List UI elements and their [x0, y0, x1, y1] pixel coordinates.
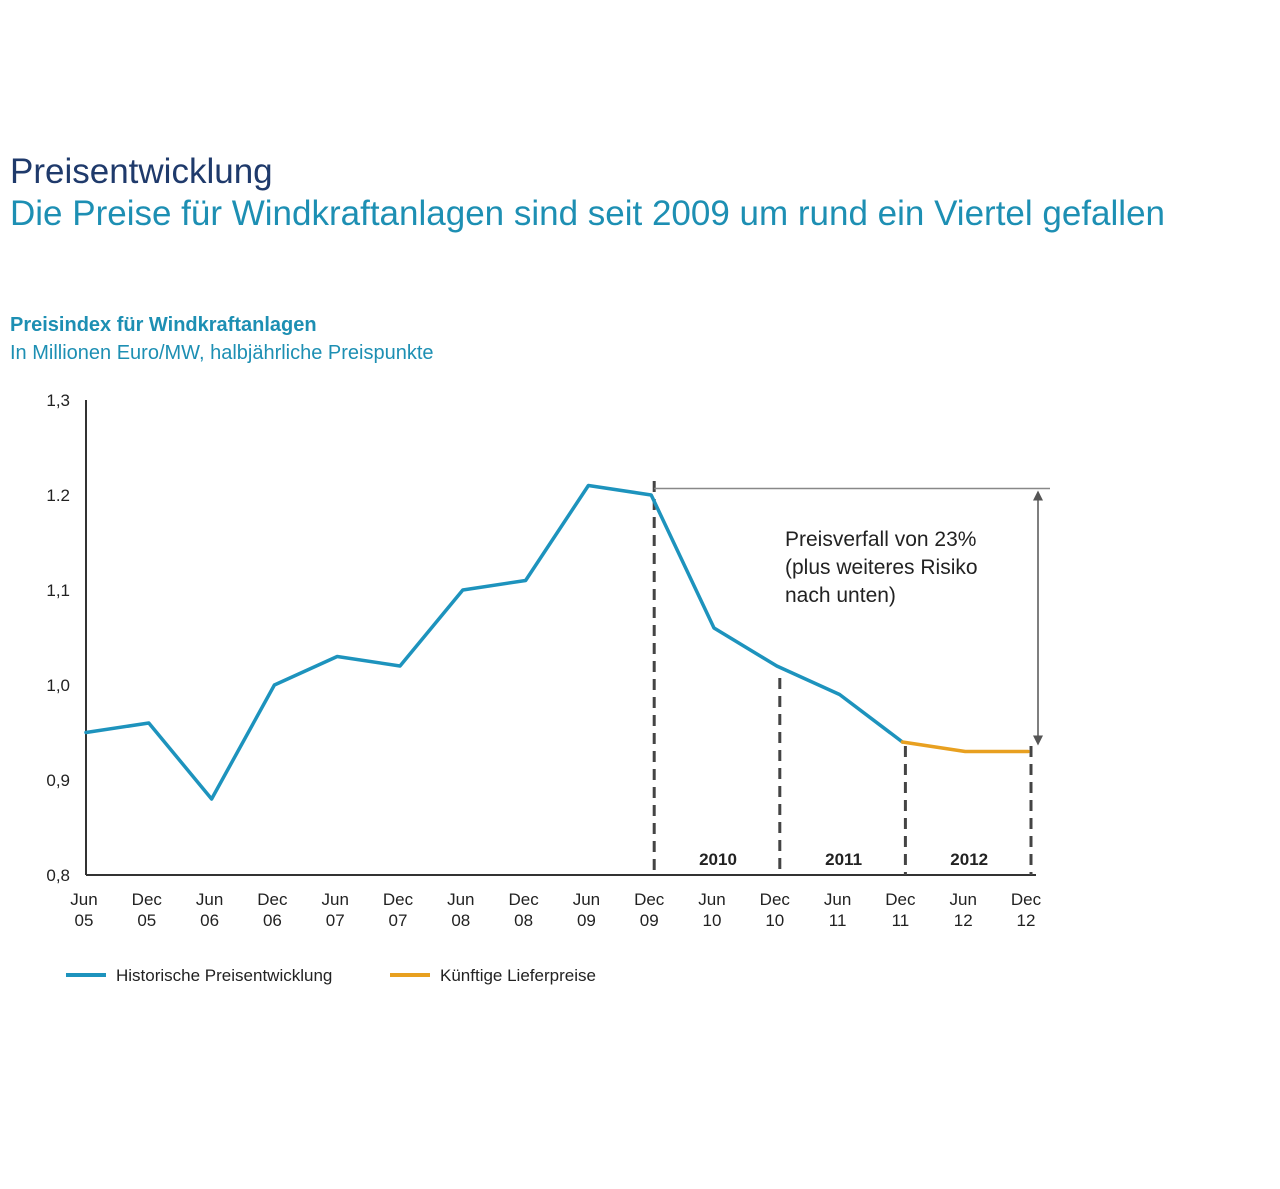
legend-label: Historische Preisentwicklung [116, 966, 332, 985]
x-tick-label: Dec [760, 890, 791, 909]
x-tick-label: 07 [326, 911, 345, 930]
legend-label: Künftige Lieferpreise [440, 966, 596, 985]
x-tick-label: 12 [1017, 911, 1036, 930]
y-tick-label: 1.2 [46, 486, 70, 505]
x-tick-label: Dec [257, 890, 288, 909]
x-tick-label: Dec [634, 890, 665, 909]
x-tick-label: 10 [703, 911, 722, 930]
chart-subtitle: In Millionen Euro/MW, halbjährliche Prei… [10, 342, 434, 364]
x-tick-label: Dec [1011, 890, 1042, 909]
y-tick-label: 1,1 [46, 581, 70, 600]
x-tick-label: 11 [829, 911, 847, 930]
x-tick-label: Jun [698, 890, 725, 909]
annotation-arrow-head-up [1033, 490, 1043, 501]
x-tick-label: Dec [383, 890, 414, 909]
annotation-text: nach unten) [785, 584, 896, 607]
historical-series-line [84, 483, 905, 801]
x-tick-label: 06 [200, 911, 219, 930]
y-tick-label: 1,0 [46, 676, 70, 695]
x-tick-label: 05 [137, 911, 156, 930]
x-tick-label: Jun [321, 890, 348, 909]
y-tick-label: 0,9 [46, 771, 70, 790]
y-tick-label: 1,3 [46, 391, 70, 410]
year-label: 2012 [950, 850, 988, 869]
x-tick-label: Dec [508, 890, 539, 909]
x-tick-label: Jun [824, 890, 851, 909]
chart-title: Preisindex für Windkraftanlagen [10, 314, 317, 336]
x-tick-label: Dec [885, 890, 916, 909]
x-tick-label: Jun [949, 890, 976, 909]
x-tick-label: 08 [514, 911, 533, 930]
annotation-text: Preisverfall von 23% [785, 528, 976, 551]
page-title: Preisentwicklung [10, 152, 273, 191]
x-tick-label: Jun [573, 890, 600, 909]
x-tick-label: Jun [70, 890, 97, 909]
x-tick-label: Dec [132, 890, 163, 909]
x-tick-label: Jun [196, 890, 223, 909]
x-tick-label: 11 [892, 911, 910, 930]
x-tick-label: 12 [954, 911, 973, 930]
x-tick-label: 10 [765, 911, 784, 930]
future-series-line [900, 740, 1030, 754]
annotation-text: (plus weiteres Risiko [785, 556, 978, 579]
x-tick-label: 09 [640, 911, 659, 930]
x-tick-label: 06 [263, 911, 282, 930]
y-tick-label: 0,8 [46, 866, 70, 885]
x-tick-label: 05 [75, 911, 94, 930]
annotation-arrow-head-down [1033, 735, 1043, 746]
page-subtitle: Die Preise für Windkraftanlagen sind sei… [10, 194, 1165, 233]
x-tick-label: 07 [389, 911, 408, 930]
year-label: 2010 [699, 850, 737, 869]
x-tick-label: 09 [577, 911, 596, 930]
x-tick-label: Jun [447, 890, 474, 909]
x-tick-label: 08 [451, 911, 470, 930]
year-label: 2011 [825, 850, 862, 869]
